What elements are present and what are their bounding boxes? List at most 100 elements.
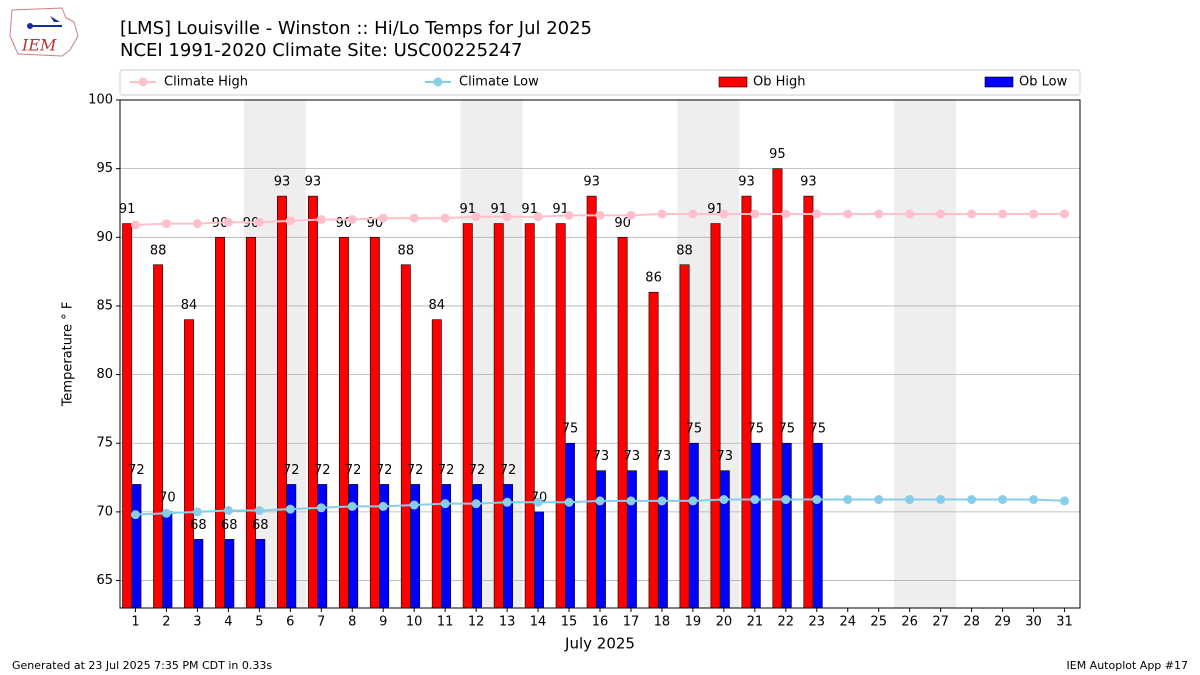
line-marker: [254, 217, 264, 227]
x-tick-label: 11: [437, 615, 454, 630]
x-axis-label: July 2025: [564, 635, 635, 653]
bar: [162, 511, 173, 609]
bar: [617, 236, 628, 609]
line-marker: [130, 510, 140, 520]
x-tick-label: 7: [317, 615, 325, 630]
bar: [400, 264, 411, 609]
x-tick-label: 28: [963, 615, 980, 630]
line-marker: [843, 495, 853, 505]
bar-value-label: 73: [624, 449, 641, 464]
line-marker: [502, 212, 512, 222]
bar: [193, 539, 204, 609]
line-marker: [564, 497, 574, 507]
x-tick-label: 25: [870, 615, 887, 630]
x-tick-label: 26: [901, 615, 918, 630]
line-marker: [502, 497, 512, 507]
footer-left: Generated at 23 Jul 2025 7:35 PM CDT in …: [12, 659, 272, 672]
bar: [131, 484, 142, 609]
bar-value-label: 90: [243, 216, 260, 231]
bar: [719, 470, 730, 609]
line-marker: [967, 209, 977, 219]
line-marker: [719, 495, 729, 505]
line-marker: [316, 503, 326, 513]
line-marker: [936, 495, 946, 505]
x-tick-label: 21: [747, 615, 764, 630]
bar: [462, 223, 473, 609]
bar: [586, 195, 597, 609]
legend-marker: [138, 77, 148, 87]
x-tick-label: 20: [716, 615, 733, 630]
line-marker: [1029, 495, 1039, 505]
bar: [369, 236, 380, 609]
bar-value-label: 73: [655, 449, 672, 464]
line-marker: [471, 499, 481, 509]
legend-label: Ob Low: [1019, 75, 1068, 90]
line-marker: [812, 495, 822, 505]
x-tick-label: 13: [499, 615, 516, 630]
bar-value-label: 72: [128, 463, 145, 478]
bar: [317, 484, 328, 609]
chart-title: [LMS] Louisville - Winston :: Hi/Lo Temp…: [120, 18, 592, 39]
line-marker: [781, 495, 791, 505]
line-marker: [1029, 209, 1039, 219]
line-marker: [626, 496, 636, 506]
bar-value-label: 88: [398, 243, 415, 258]
line-marker: [936, 209, 946, 219]
line-marker: [905, 209, 915, 219]
bar: [184, 319, 195, 609]
x-tick-label: 14: [530, 615, 547, 630]
x-tick-label: 24: [839, 615, 856, 630]
line-marker: [843, 209, 853, 219]
line-marker: [750, 209, 760, 219]
y-axis-label: Temperature ° F: [61, 302, 76, 408]
line-marker: [440, 213, 450, 223]
bar: [595, 470, 606, 609]
bar: [772, 168, 783, 609]
x-tick-label: 16: [592, 615, 609, 630]
line-marker: [285, 504, 295, 514]
chart-subtitle: NCEI 1991-2020 Climate Site: USC00225247: [120, 40, 522, 61]
x-tick-label: 18: [654, 615, 671, 630]
line-marker: [998, 209, 1008, 219]
bar-value-label: 93: [305, 175, 322, 190]
bar: [338, 236, 349, 609]
bar-value-label: 75: [778, 422, 795, 437]
line-marker: [657, 496, 667, 506]
y-tick-label: 85: [96, 298, 113, 313]
bar-value-label: 93: [738, 175, 755, 190]
line-marker: [347, 501, 357, 511]
x-tick-label: 9: [379, 615, 387, 630]
legend-label: Climate High: [164, 75, 248, 90]
x-tick-label: 29: [994, 615, 1011, 630]
line-marker: [285, 216, 295, 226]
line-marker: [533, 212, 543, 222]
bar: [493, 223, 504, 609]
bar: [246, 236, 256, 609]
line-marker: [688, 496, 698, 506]
line-marker: [1060, 209, 1070, 219]
line-marker: [750, 495, 760, 505]
bar-value-label: 91: [459, 202, 476, 217]
line-marker: [161, 219, 171, 229]
x-tick-label: 6: [286, 615, 294, 630]
x-tick-label: 10: [406, 615, 423, 630]
x-tick-label: 17: [623, 615, 640, 630]
y-tick-label: 70: [96, 504, 113, 519]
x-tick-label: 4: [224, 615, 232, 630]
x-tick-label: 3: [193, 615, 201, 630]
line-marker: [533, 497, 543, 507]
bar-value-label: 72: [345, 463, 362, 478]
bar-value-label: 72: [376, 463, 393, 478]
bar: [626, 470, 637, 609]
bar: [153, 264, 164, 609]
bar-value-label: 68: [221, 518, 238, 533]
bar: [215, 236, 225, 609]
y-tick-label: 75: [96, 436, 113, 451]
bar: [534, 511, 544, 609]
line-marker: [192, 507, 202, 517]
bar-value-label: 75: [686, 422, 703, 437]
y-tick-label: 90: [96, 230, 113, 245]
x-tick-label: 27: [932, 615, 949, 630]
bar: [688, 442, 699, 609]
line-marker: [1060, 496, 1070, 506]
